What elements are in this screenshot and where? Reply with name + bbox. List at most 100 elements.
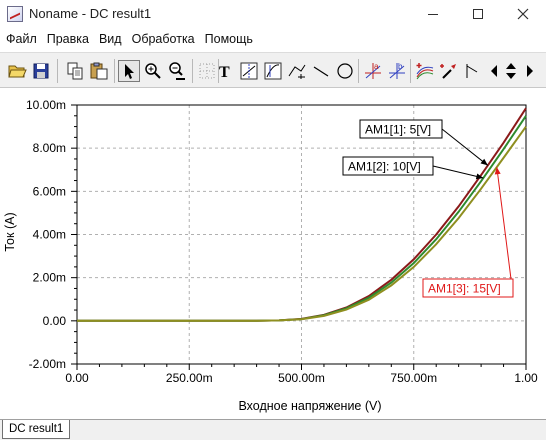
x-tick-label: 250.00m — [166, 371, 213, 385]
magnifier-plus-icon — [145, 63, 161, 79]
menu-view[interactable]: Вид — [98, 32, 122, 46]
y-tick-label: 2.00m — [33, 271, 66, 285]
toolbar-separator — [192, 59, 193, 83]
marker-a-icon: a — [365, 62, 381, 79]
y-tick-label: 10.00m — [26, 98, 66, 112]
arrow-up-down-icon — [506, 63, 516, 79]
copy-button[interactable] — [64, 60, 86, 82]
copy-icon — [67, 62, 83, 80]
arrow-left-icon — [491, 65, 497, 77]
svg-text:T: T — [219, 64, 230, 81]
y-tick-label: 8.00m — [33, 141, 66, 155]
annotation-label-1[interactable]: AM1[1]: 5[V] — [365, 123, 431, 137]
paste-button[interactable] — [88, 60, 110, 82]
function-curve-icon — [288, 64, 306, 79]
y-tick-label: -2.00m — [29, 357, 66, 371]
ellipse-tool-icon — [337, 63, 353, 79]
marker-b-button[interactable]: b — [386, 60, 408, 82]
y-tick-label: 0.00 — [43, 314, 67, 328]
maximize-icon — [473, 9, 483, 19]
cursor-1-button[interactable] — [238, 60, 260, 82]
close-icon — [517, 8, 529, 20]
text-tool-button[interactable]: T — [214, 60, 236, 82]
cursor-2-button[interactable] — [262, 60, 284, 82]
select-arrow-button[interactable] — [118, 60, 140, 82]
menu-process[interactable]: Обработка — [131, 32, 195, 46]
function-tool-button[interactable] — [286, 60, 308, 82]
grid-layer — [77, 105, 526, 364]
annotation-leader-line — [432, 165, 484, 179]
chart-area[interactable]: 0.00 250.00m 500.00m 750.00m 1.00 -2.00m 0.00 2… — [0, 89, 546, 419]
minimize-button[interactable] — [410, 0, 456, 28]
menu-file[interactable]: Файл — [6, 32, 37, 46]
grid-button[interactable] — [196, 60, 218, 82]
add-curve-button[interactable] — [414, 60, 436, 82]
toolbar-separator — [218, 59, 219, 83]
y-axis-title: Ток (A) — [3, 212, 17, 251]
x-tick-label: 1.00 — [514, 371, 538, 385]
close-button[interactable] — [500, 0, 546, 28]
annotation-leader-line — [496, 167, 512, 280]
add-curve-icon — [416, 63, 434, 80]
menu-help[interactable]: Помощь — [204, 32, 253, 46]
marker-b-icon: b — [389, 62, 405, 79]
annotation-label-3[interactable]: AM1[3]: 15[V] — [428, 282, 501, 296]
tab-dc-result1[interactable]: DC result1 — [2, 420, 71, 439]
magnifier-minus-icon — [169, 62, 185, 80]
zoom-in-button[interactable] — [142, 60, 164, 82]
zoom-100-button[interactable] — [166, 60, 188, 82]
x-tick-label: 500.00m — [278, 371, 325, 385]
annotation-leader-line — [441, 128, 489, 166]
pick-color-button[interactable] — [438, 60, 460, 82]
floppy-disk-icon — [33, 63, 49, 79]
series-layer[interactable] — [77, 107, 527, 322]
line-tool-button[interactable] — [310, 60, 332, 82]
label-curve-button[interactable] — [462, 60, 484, 82]
maximize-button[interactable] — [455, 0, 501, 28]
window-title: Noname - DC result1 — [29, 6, 152, 21]
marker-a-button[interactable]: a — [362, 60, 384, 82]
cursor-curve-icon — [264, 62, 282, 80]
y-tick-label: 4.00m — [33, 228, 66, 242]
cursor-line-icon — [240, 62, 258, 80]
plot-frame — [76, 104, 527, 365]
minimize-icon — [428, 13, 438, 15]
menu-edit[interactable]: Правка — [46, 32, 89, 46]
text-tool-icon: T — [219, 64, 230, 81]
annotation-box-1[interactable] — [359, 119, 443, 139]
nav-left-button[interactable] — [488, 60, 500, 82]
annotation-box-2[interactable] — [342, 156, 434, 176]
x-tick-label: 0.00 — [65, 371, 89, 385]
annotation-arrowhead — [475, 173, 484, 180]
x-axis-title: Входное напряжение (V) — [238, 399, 381, 413]
toolbar-separator — [410, 59, 411, 83]
ellipse-tool-button[interactable] — [334, 60, 356, 82]
nav-up-down-button[interactable] — [504, 60, 518, 82]
line-tool-icon — [313, 66, 329, 77]
x-tick-label: 750.00m — [390, 371, 437, 385]
toolbar-separator — [114, 59, 115, 83]
annotation-label-2[interactable]: AM1[2]: 10[V] — [348, 160, 421, 174]
title-bar[interactable]: Noname - DC result1 — [0, 0, 546, 28]
open-file-button[interactable] — [6, 60, 28, 82]
nav-right-button[interactable] — [524, 60, 536, 82]
toolbar-separator — [57, 59, 58, 83]
arrow-pointer-icon — [125, 64, 134, 79]
svg-text:a: a — [374, 62, 379, 71]
dc-result-chart[interactable]: 0.00 250.00m 500.00m 750.00m 1.00-2.00m0.002… — [0, 89, 546, 419]
annotation-box-3[interactable] — [422, 278, 514, 298]
annotation-layer[interactable]: AM1[1]: 5[V] AM1[2]: 10[V] AM1[3]: 15[V] — [342, 119, 514, 298]
annotation-arrowhead — [480, 158, 488, 166]
annotation-arrowhead — [494, 167, 501, 175]
paste-icon — [90, 62, 108, 80]
save-button[interactable] — [30, 60, 52, 82]
app-chart-icon — [7, 6, 23, 22]
axis-layer: 0.00 250.00m 500.00m 750.00m 1.00-2.00m0.002… — [26, 98, 538, 385]
folder-open-icon — [8, 65, 27, 78]
menu-bar: Файл Правка Вид Обработка Помощь — [0, 29, 546, 49]
series-line-3[interactable] — [77, 126, 527, 322]
eyedropper-icon — [440, 64, 456, 79]
toolbar-separator — [358, 59, 359, 83]
y-tick-label: 6.00m — [33, 184, 66, 198]
